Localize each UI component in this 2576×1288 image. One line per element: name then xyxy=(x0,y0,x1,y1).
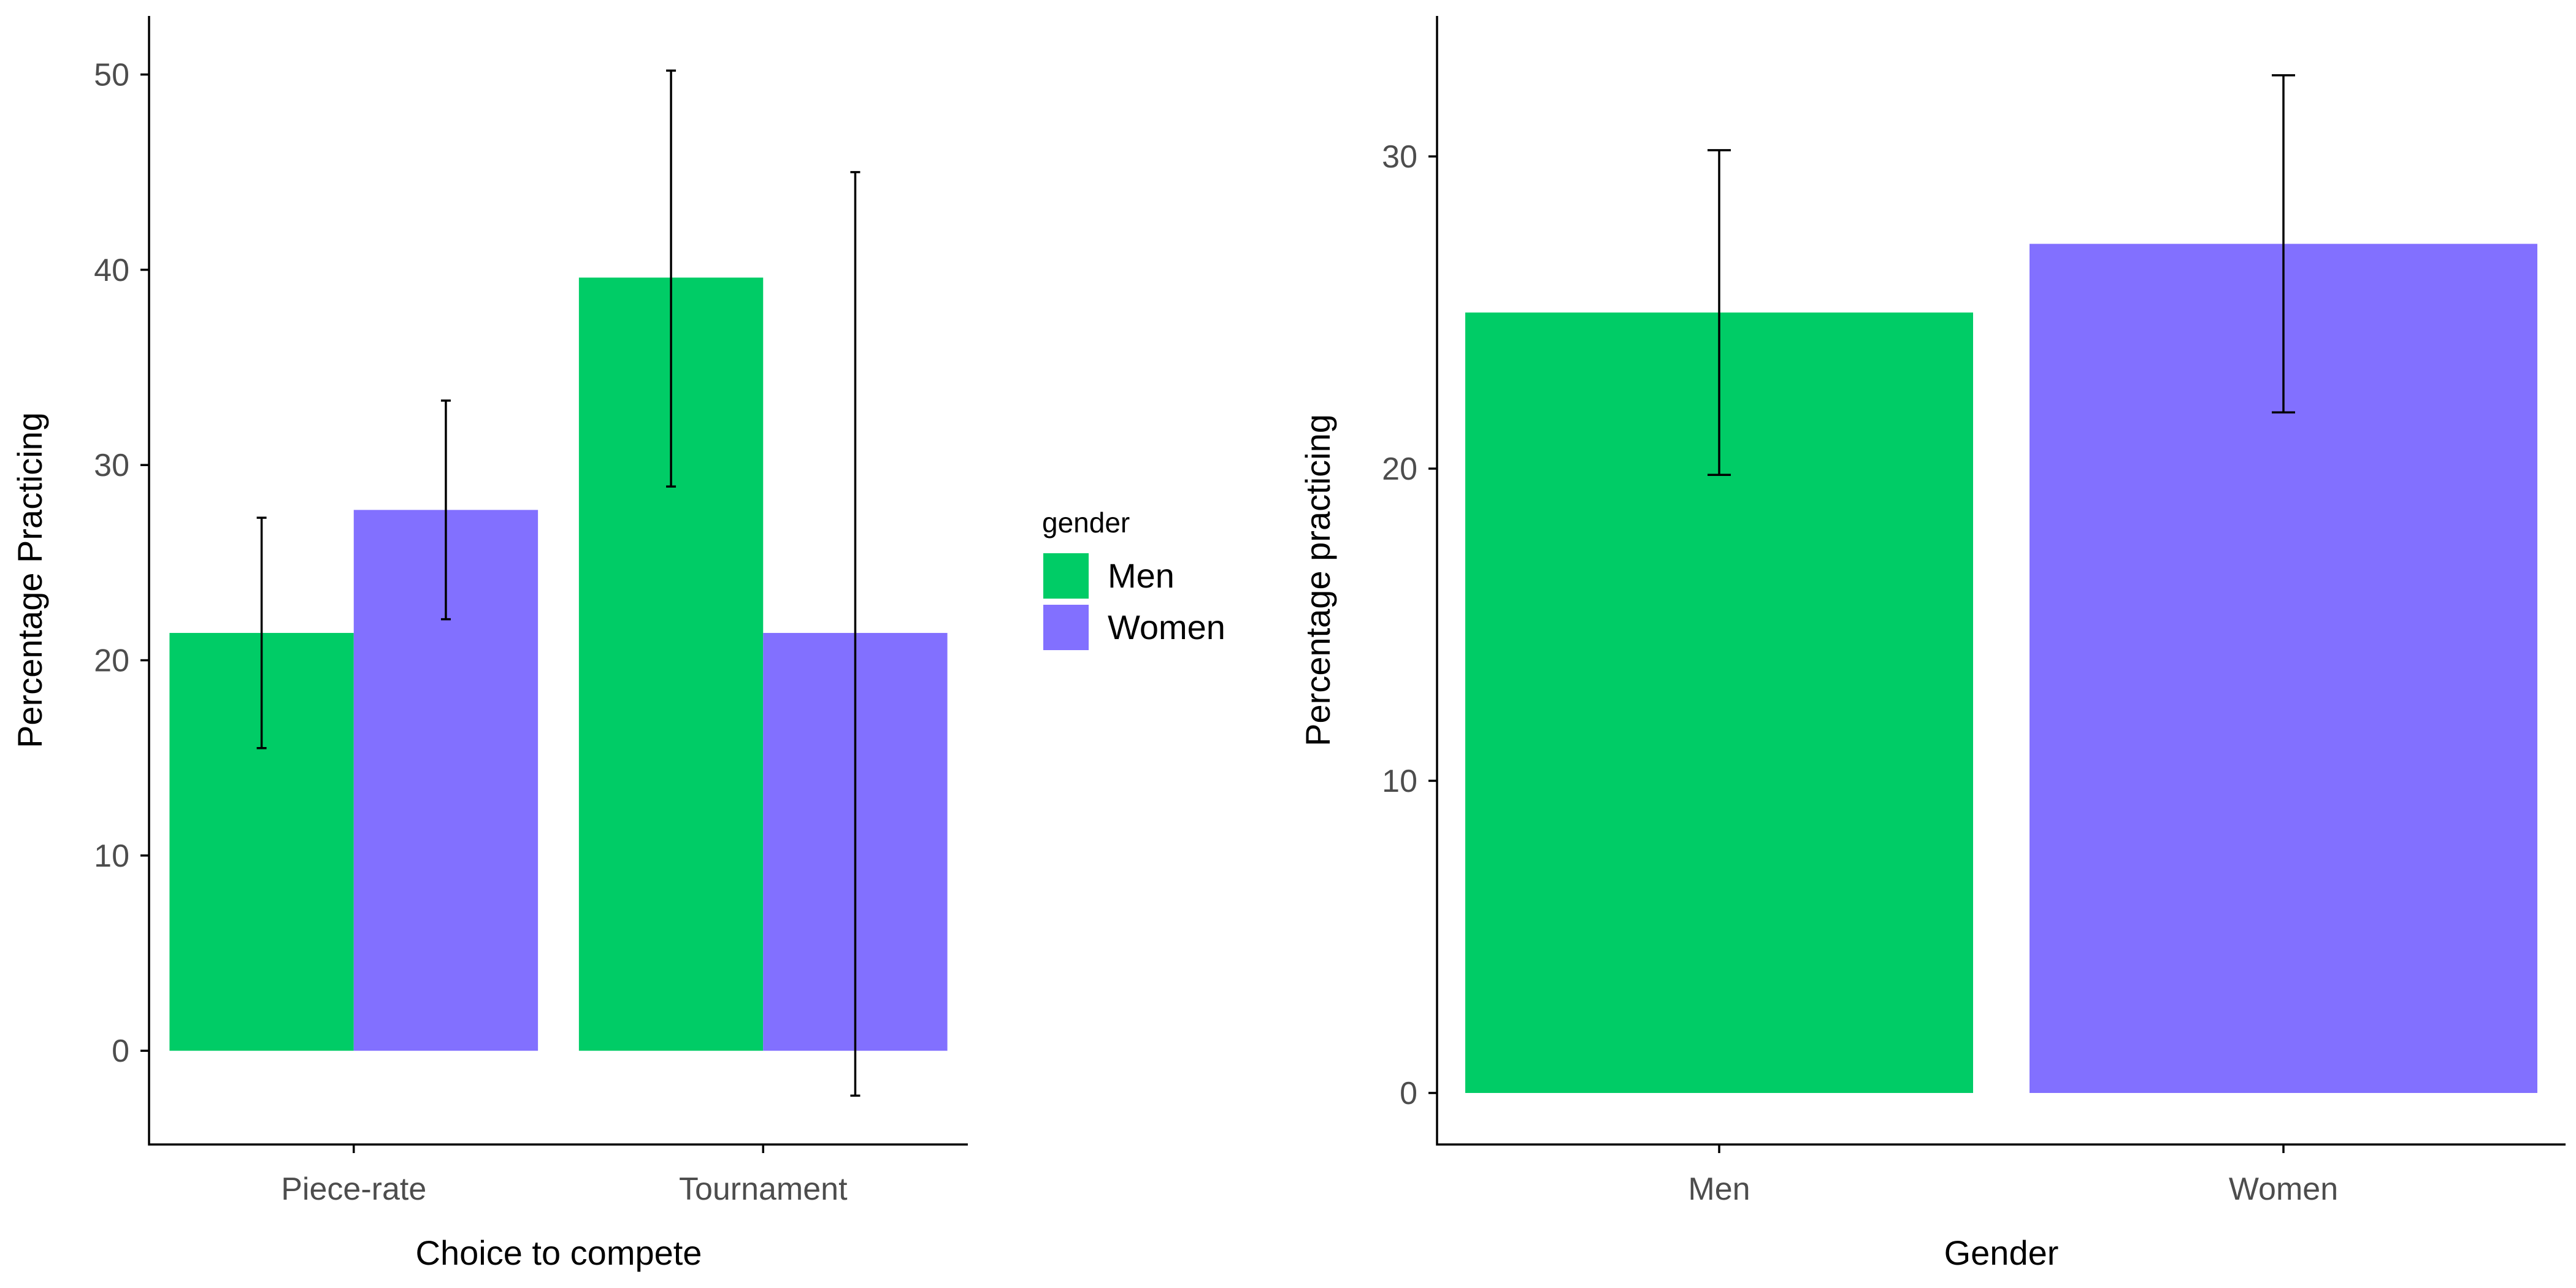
y-tick-label: 0 xyxy=(1400,1076,1417,1111)
left-error-bars xyxy=(256,69,861,1097)
error-bar-tournament-men xyxy=(666,69,677,488)
legend-swatch-women xyxy=(1043,605,1089,650)
error-bar-piece-rate-women xyxy=(440,399,451,621)
error-bar-women xyxy=(2272,74,2295,414)
x-tick-label-piece-rate: Piece-rate xyxy=(281,1171,426,1207)
x-tick-label-women: Women xyxy=(2229,1171,2338,1207)
right-x-ticks: Men Women xyxy=(1688,1144,2338,1207)
right-error-bars xyxy=(1708,74,2295,476)
y-tick-label: 30 xyxy=(1382,139,1417,175)
y-tick-label: 0 xyxy=(112,1033,129,1069)
left-y-axis-title: Percentage Practicing xyxy=(10,412,49,748)
right-bars xyxy=(1465,243,2537,1094)
y-tick-label: 20 xyxy=(1382,451,1417,487)
y-tick-label: 40 xyxy=(94,253,129,288)
y-tick-label: 10 xyxy=(1382,764,1417,799)
left-axis-lines xyxy=(148,16,968,1146)
error-bar-piece-rate-men xyxy=(256,516,267,749)
legend: gender Men Women xyxy=(1042,507,1225,650)
legend-items: Men Women xyxy=(1043,553,1225,650)
left-chart-panel: 0 10 20 30 40 50 Piece-rate Tournament Choice … xyxy=(10,16,968,1272)
legend-title: gender xyxy=(1042,507,1130,539)
legend-swatch-men xyxy=(1043,553,1089,599)
y-tick-label: 10 xyxy=(94,838,129,874)
right-chart-panel: 0 10 20 30 Men Women Gender Percentage pract… xyxy=(1298,16,2566,1272)
left-bars xyxy=(169,277,948,1051)
right-x-axis-title: Gender xyxy=(1944,1233,2059,1272)
legend-label-women: Women xyxy=(1108,608,1225,646)
left-y-ticks: 0 10 20 30 40 50 xyxy=(94,58,149,1069)
error-bar-tournament-women xyxy=(850,171,861,1097)
left-x-ticks: Piece-rate Tournament xyxy=(281,1144,848,1207)
y-tick-label: 30 xyxy=(94,448,129,483)
error-bar-men xyxy=(1708,149,1731,476)
x-tick-label-tournament: Tournament xyxy=(679,1171,848,1207)
y-tick-label: 20 xyxy=(94,643,129,679)
x-tick-label-men: Men xyxy=(1688,1171,1750,1207)
right-y-axis-title: Percentage practicing xyxy=(1298,414,1337,746)
legend-label-men: Men xyxy=(1108,556,1175,595)
right-y-ticks: 0 10 20 30 xyxy=(1382,139,1437,1111)
right-axis-lines xyxy=(1436,16,2566,1146)
y-tick-label: 50 xyxy=(94,58,129,93)
left-x-axis-title: Choice to compete xyxy=(416,1233,702,1272)
